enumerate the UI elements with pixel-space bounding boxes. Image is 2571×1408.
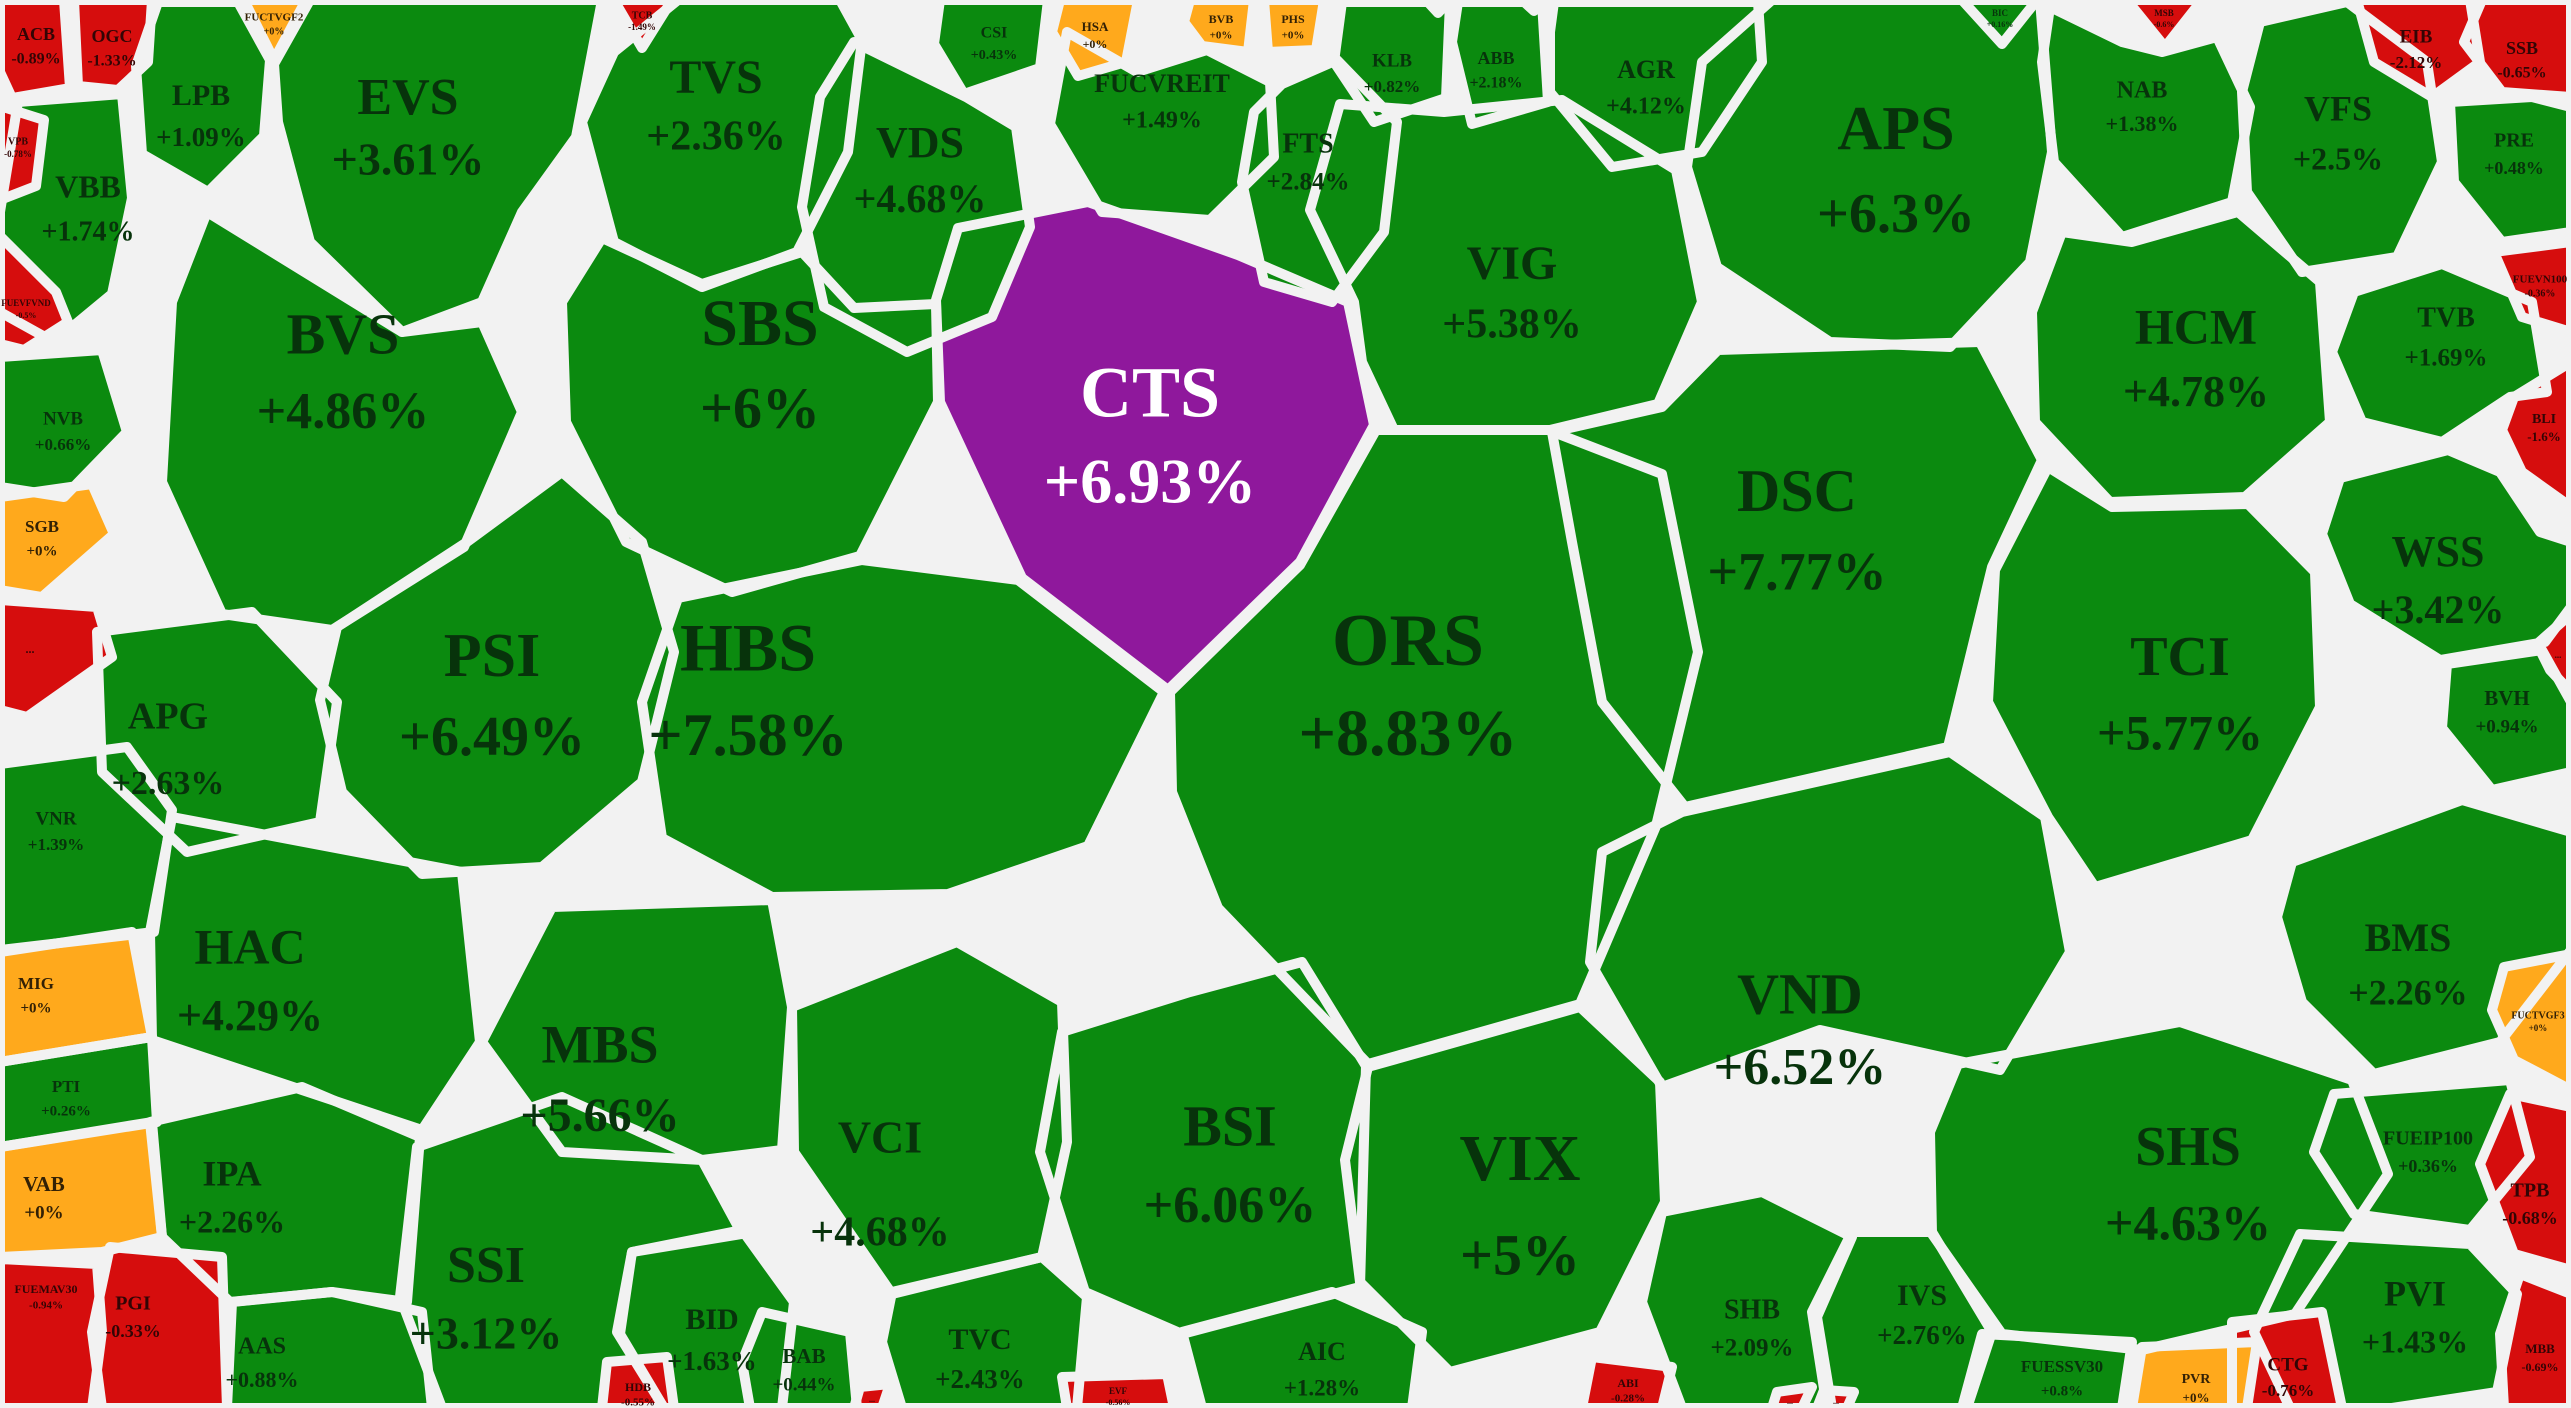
cell-fuessv30[interactable] [1962,1334,2132,1408]
cell-acb[interactable] [0,0,70,98]
cell-fuemav30[interactable] [0,1259,102,1408]
cell-phs[interactable] [1264,0,1324,52]
cell-vnr[interactable] [0,747,172,950]
cell-hcm[interactable] [2032,212,2330,502]
cell-hdb[interactable] [602,1357,674,1408]
cell-aas[interactable] [227,1292,432,1408]
cell-evf[interactable] [1062,1374,1174,1408]
cell-pvr[interactable] [2132,1342,2257,1408]
cell-pgi[interactable] [92,1247,227,1408]
